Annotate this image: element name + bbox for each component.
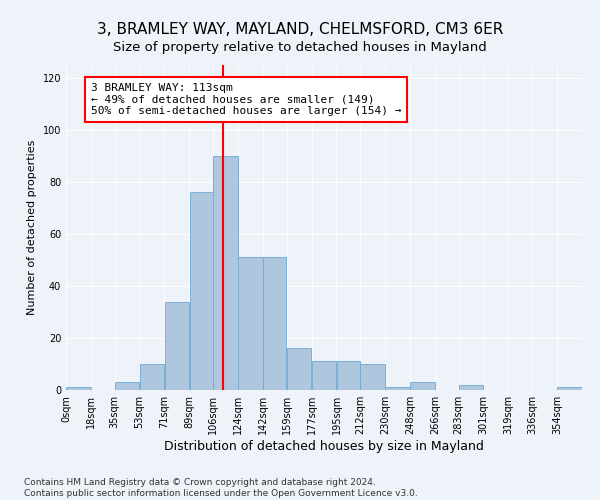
Bar: [385, 388, 410, 390]
Text: 3, BRAMLEY WAY, MAYLAND, CHELMSFORD, CM3 6ER: 3, BRAMLEY WAY, MAYLAND, CHELMSFORD, CM3…: [97, 22, 503, 38]
Bar: [557, 388, 581, 390]
Bar: [263, 258, 286, 390]
Bar: [115, 382, 139, 390]
Bar: [337, 362, 360, 390]
Bar: [287, 348, 311, 390]
Bar: [312, 362, 336, 390]
Bar: [214, 156, 238, 390]
Bar: [361, 364, 385, 390]
Y-axis label: Number of detached properties: Number of detached properties: [27, 140, 37, 315]
Text: Size of property relative to detached houses in Mayland: Size of property relative to detached ho…: [113, 41, 487, 54]
Bar: [190, 192, 212, 390]
Bar: [165, 302, 189, 390]
Text: 3 BRAMLEY WAY: 113sqm
← 49% of detached houses are smaller (149)
50% of semi-det: 3 BRAMLEY WAY: 113sqm ← 49% of detached …: [91, 83, 401, 116]
Bar: [410, 382, 434, 390]
Bar: [238, 258, 263, 390]
Bar: [67, 388, 91, 390]
Bar: [459, 385, 483, 390]
Bar: [140, 364, 164, 390]
X-axis label: Distribution of detached houses by size in Mayland: Distribution of detached houses by size …: [164, 440, 484, 453]
Text: Contains HM Land Registry data © Crown copyright and database right 2024.
Contai: Contains HM Land Registry data © Crown c…: [24, 478, 418, 498]
